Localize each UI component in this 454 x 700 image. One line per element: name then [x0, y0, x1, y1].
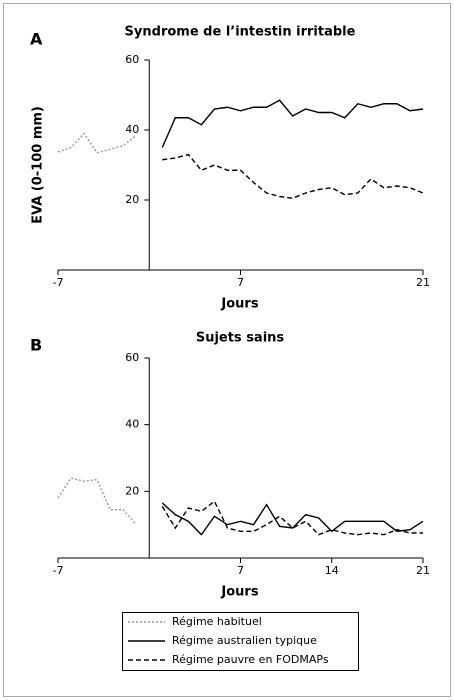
x-axis-label: Jours — [220, 585, 258, 600]
series-line — [161, 502, 424, 536]
y-tick-label: 40 — [125, 123, 139, 136]
y-tick-label: 60 — [125, 351, 139, 364]
y-tick-label: 40 — [125, 418, 139, 431]
legend-label: Régime pauvre en FODMAPs — [172, 653, 329, 666]
legend-label: Régime habituel — [172, 615, 262, 628]
panel-label: A — [30, 30, 43, 49]
panel-label: B — [30, 336, 42, 355]
legend-box — [122, 612, 359, 671]
x-tick-label: 7 — [237, 564, 244, 577]
series-line — [161, 500, 423, 536]
x-tick-label: -7 — [53, 564, 64, 577]
series-line — [57, 477, 137, 526]
chart-title: Syndrome de l’intestin irritable — [125, 25, 356, 40]
series-line — [161, 99, 424, 148]
x-axis-label: Jours — [220, 297, 258, 312]
y-tick-label: 20 — [125, 193, 139, 206]
frame — [3, 3, 451, 697]
x-tick-label: 21 — [416, 276, 430, 289]
x-tick-label: 7 — [237, 276, 244, 289]
series-line — [162, 153, 424, 199]
legend-label: Régime australien typique — [172, 634, 317, 647]
series-line — [57, 132, 137, 154]
chart-title: Sujets sains — [196, 331, 285, 346]
x-tick-label: 21 — [416, 564, 430, 577]
x-tick-label: 14 — [325, 564, 339, 577]
x-tick-label: -7 — [53, 276, 64, 289]
y-axis-label: EVA (0-100 mm) — [31, 106, 46, 224]
y-tick-label: 60 — [125, 53, 139, 66]
y-tick-label: 20 — [125, 484, 139, 497]
